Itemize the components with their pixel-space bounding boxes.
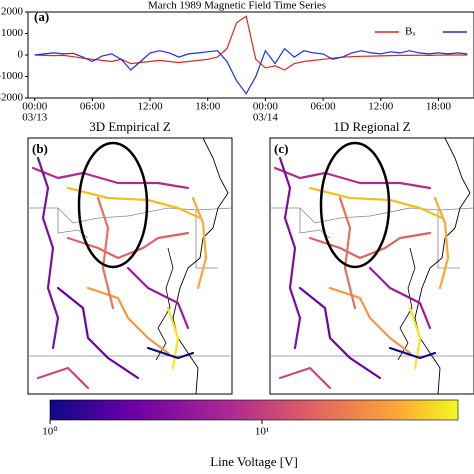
x-tick-label: 12:00 bbox=[138, 101, 164, 113]
x-tick-label: 06:00 bbox=[311, 101, 337, 113]
x-tick-label: 12:00 bbox=[368, 101, 394, 113]
map-frame bbox=[269, 137, 474, 395]
legend-label: Bₓ bbox=[405, 26, 416, 38]
panel-label: (a) bbox=[34, 9, 49, 24]
map-frame bbox=[27, 137, 233, 395]
map-title: 3D Empirical Z bbox=[89, 119, 171, 134]
series-line bbox=[34, 15, 468, 71]
panel-label: (b) bbox=[32, 141, 48, 156]
x-tick-label: 18:00 bbox=[195, 101, 221, 113]
y-tick-label: 2000 bbox=[1, 6, 24, 18]
colorbar-tick-label: 10¹ bbox=[255, 426, 269, 438]
chart-title: March 1989 Magnetic Field Time Series bbox=[148, 0, 326, 12]
series-line bbox=[34, 47, 468, 95]
y-tick-label: 1000 bbox=[1, 27, 24, 39]
map-panel: 3D Empirical Z (b) bbox=[28, 119, 232, 394]
x-tick-label: 18:00 bbox=[426, 101, 452, 113]
y-tick-label: -2000 bbox=[0, 92, 23, 104]
colorbar-label: Line Voltage [V] bbox=[210, 454, 298, 469]
panel-label: (c) bbox=[274, 141, 288, 156]
y-tick-label: -1000 bbox=[0, 70, 23, 82]
x-tick-label: 06:00 bbox=[80, 101, 106, 113]
map-panel: 1D Regional Z (c) bbox=[270, 119, 474, 394]
x-tick-label: 00:00 bbox=[22, 101, 48, 113]
map-title: 1D Regional Z bbox=[333, 119, 410, 134]
y-tick-label: 0 bbox=[18, 49, 24, 61]
x-date-label: 03/14 bbox=[253, 112, 279, 124]
colorbar-tick-label: 10⁰ bbox=[42, 426, 58, 438]
colorbar bbox=[49, 399, 459, 421]
x-date-label: 03/13 bbox=[22, 112, 48, 124]
x-tick-label: 00:00 bbox=[253, 101, 279, 113]
